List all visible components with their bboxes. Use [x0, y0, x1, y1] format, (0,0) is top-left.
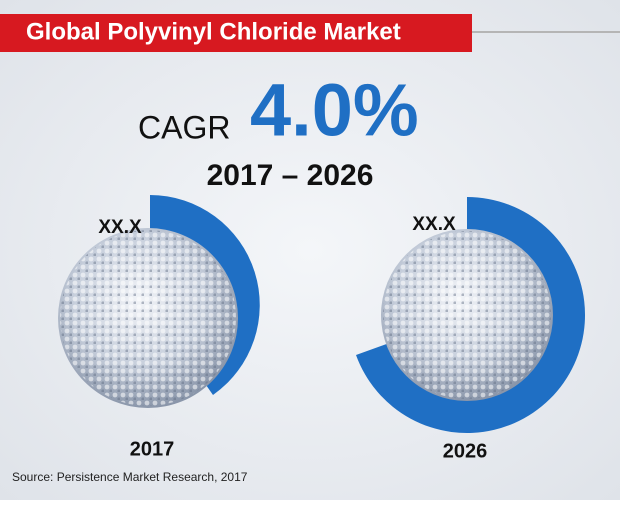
pellet-texture [60, 230, 236, 406]
header-banner [0, 14, 472, 52]
cagr-label: CAGR [138, 109, 230, 145]
value-label: XX.X [98, 217, 142, 238]
value-label: XX.X [412, 214, 456, 235]
year-label: 2017 [130, 438, 175, 460]
cagr-value: 4.0% [250, 69, 419, 152]
header-title: Global Polyvinyl Chloride Market [26, 18, 401, 45]
cagr-period: 2017 – 2026 [207, 159, 374, 192]
year-label: 2026 [443, 440, 488, 462]
pellet-texture [383, 231, 551, 399]
source: Source: Persistence Market Research, 201… [12, 470, 248, 484]
